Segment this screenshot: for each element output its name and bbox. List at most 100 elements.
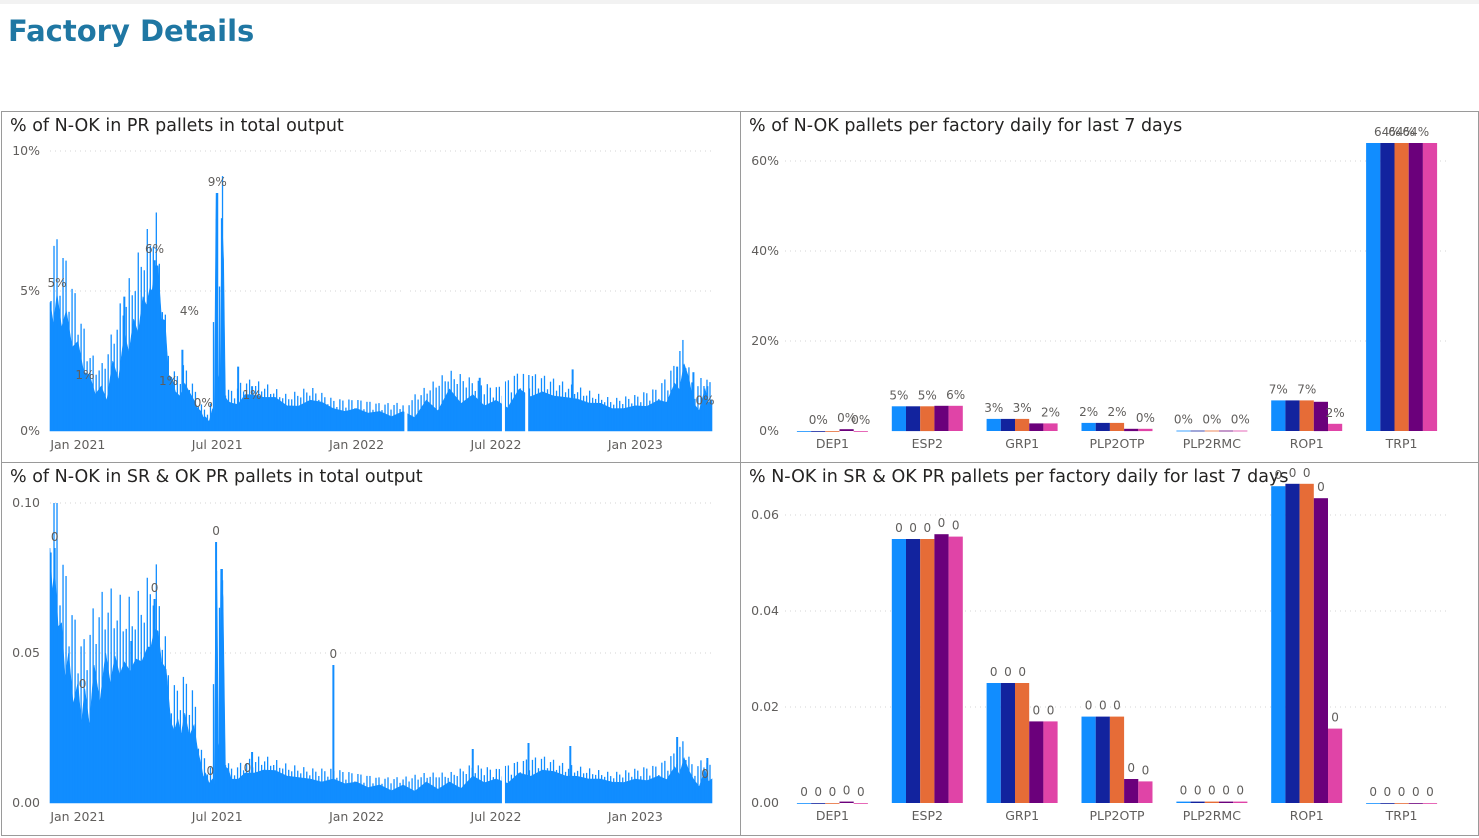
data-label: 3% <box>1013 401 1032 415</box>
y-tick-label: 0.06 <box>751 507 779 522</box>
x-tick-label: Jan 2021 <box>49 809 105 824</box>
bar <box>986 418 1001 431</box>
bar <box>1271 486 1286 803</box>
area-series <box>49 541 713 804</box>
data-label: 0% <box>1202 413 1221 427</box>
data-label: 0% <box>809 413 828 427</box>
data-label: 9% <box>208 175 227 189</box>
y-tick-label: 0.00 <box>751 795 779 810</box>
y-tick-label: 0.10 <box>12 495 40 510</box>
x-tick-label: Jan 2022 <box>328 437 384 452</box>
bar <box>1422 803 1438 804</box>
x-tick-label: Jul 2022 <box>470 437 522 452</box>
x-tick-label: GRP1 <box>1005 808 1039 823</box>
data-label: 2% <box>1326 406 1345 420</box>
page-title: Factory Details <box>8 14 255 48</box>
data-label: 0 <box>151 581 159 595</box>
sr-factory-chart-panel[interactable]: % N-OK in SR & OK PR pallets per factory… <box>740 462 1479 836</box>
data-label: 4% <box>180 304 199 318</box>
bar <box>1328 728 1343 803</box>
data-label: 0% <box>851 413 870 427</box>
bar <box>1366 143 1381 431</box>
bar <box>1029 721 1044 803</box>
data-label: 0 <box>1085 699 1093 713</box>
data-label: 0 <box>857 785 865 799</box>
series-gap <box>404 151 408 432</box>
pr-factory-chart-panel[interactable]: % of N-OK pallets per factory daily for … <box>740 111 1479 463</box>
data-label: 0 <box>1099 699 1107 713</box>
data-label: 0 <box>1208 784 1216 798</box>
bar <box>825 803 840 804</box>
x-tick-label: Jan 2022 <box>328 809 384 824</box>
bar <box>948 536 963 803</box>
x-tick-label: TRP1 <box>1385 808 1418 823</box>
bar <box>1313 498 1328 803</box>
data-label: 3% <box>984 401 1003 415</box>
data-label: 6% <box>145 242 164 256</box>
bar <box>1219 801 1234 803</box>
pr-total-chart[interactable]: 0% 5% 10% Jan 2021 Jul 2021 Jan 2022 Jul 2022 J… <box>2 112 740 462</box>
data-label: 0% <box>1231 413 1250 427</box>
bar <box>1380 803 1395 804</box>
series-gap <box>501 151 505 432</box>
bar <box>1299 400 1314 431</box>
y-tick-label: 5% <box>20 283 40 298</box>
bar <box>1422 143 1438 431</box>
data-label: 0 <box>1047 703 1055 717</box>
data-label: 0 <box>843 784 851 798</box>
data-label: 0 <box>1398 785 1406 799</box>
data-label: 0 <box>895 521 903 535</box>
x-tick-label: PLP2RMC <box>1183 808 1241 823</box>
data-label: 0 <box>1274 468 1282 482</box>
bar <box>934 534 949 803</box>
y-tick-label: 60% <box>751 153 779 168</box>
y-tick-label: 10% <box>12 143 40 158</box>
data-label: 2% <box>1041 405 1060 419</box>
data-label: 5% <box>918 388 937 402</box>
bar <box>1124 428 1139 432</box>
x-tick-label: Jul 2021 <box>191 809 243 824</box>
bar <box>1095 716 1110 803</box>
chart-title: % of N-OK in PR pallets in total output <box>10 116 344 136</box>
bar <box>839 801 854 803</box>
bar <box>1285 400 1300 431</box>
bar <box>1015 418 1030 431</box>
data-label: 0 <box>1127 761 1135 775</box>
data-label: 2% <box>1079 405 1098 419</box>
sr-total-chart-panel[interactable]: % of N-OK in SR & OK PR pallets in total… <box>1 462 741 836</box>
sr-total-chart[interactable]: 0.00 0.05 0.10 Jan 2021 Jul 2021 Jan 2022 Jul … <box>2 463 740 835</box>
y-tick-label: 0% <box>759 423 779 438</box>
data-label: 0 <box>1289 466 1297 480</box>
bar <box>1394 143 1409 431</box>
data-label: 0 <box>330 647 338 661</box>
data-label: 0 <box>1142 763 1150 777</box>
top-band <box>0 0 1479 4</box>
data-label: 0% <box>696 393 715 407</box>
x-tick-label: GRP1 <box>1005 436 1039 451</box>
pr-total-chart-panel[interactable]: % of N-OK in PR pallets in total output … <box>1 111 741 463</box>
bar <box>811 803 826 804</box>
data-label: 0% <box>1136 411 1155 425</box>
data-label: 0 <box>1222 784 1230 798</box>
x-tick-label: Jul 2022 <box>470 809 522 824</box>
bar <box>1081 716 1096 803</box>
data-label: 0 <box>952 519 960 533</box>
data-label: 0 <box>923 521 931 535</box>
bar <box>853 431 868 432</box>
data-label: 0 <box>1426 785 1434 799</box>
bar <box>1204 801 1219 803</box>
bar <box>934 405 949 431</box>
bar <box>796 431 812 432</box>
data-label: 5% <box>47 276 66 290</box>
x-tick-label: PLP2OTP <box>1089 436 1144 451</box>
bar <box>1043 423 1058 431</box>
bar <box>811 431 826 432</box>
data-label: 0 <box>212 524 220 538</box>
bar <box>1328 423 1343 431</box>
data-label: 7% <box>1297 382 1316 396</box>
data-label: 0 <box>1369 785 1377 799</box>
bar <box>986 683 1001 803</box>
bar <box>853 803 868 804</box>
